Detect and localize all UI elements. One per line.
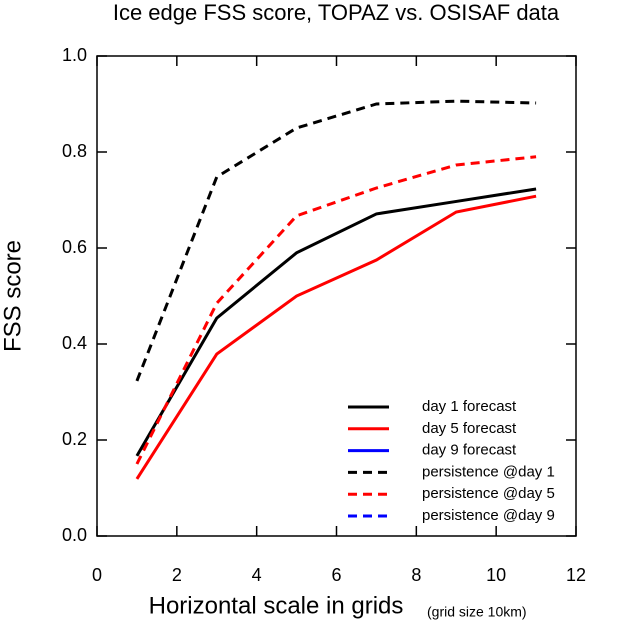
y-axis-label: FSS score <box>0 240 26 352</box>
chart-title: Ice edge FSS score, TOPAZ vs. OSISAF dat… <box>113 0 560 25</box>
x-tick-label: 0 <box>92 565 102 585</box>
legend-label: persistence @day 5 <box>422 485 555 502</box>
x-tick-label: 6 <box>331 565 341 585</box>
legend-label: day 5 forecast <box>422 420 517 437</box>
x-tick-label: 12 <box>566 565 586 585</box>
x-tick-label: 4 <box>252 565 262 585</box>
x-axis-label: Horizontal scale in grids <box>149 592 404 619</box>
y-tick-label: 0.0 <box>62 525 87 545</box>
y-tick-label: 0.2 <box>62 429 87 449</box>
series-line <box>135 155 537 465</box>
series-line <box>135 187 537 457</box>
legend-label: persistence @day 9 <box>422 507 555 524</box>
legend-label: day 9 forecast <box>422 442 517 459</box>
y-tick-label: 0.4 <box>62 333 87 353</box>
x-tick-label: 10 <box>486 565 506 585</box>
y-tick-label: 0.8 <box>62 141 87 161</box>
y-tick-label: 0.6 <box>62 237 87 257</box>
legend-label: persistence @day 1 <box>422 463 555 480</box>
y-tick-label: 1.0 <box>62 45 87 65</box>
legend-label: day 1 forecast <box>422 398 517 415</box>
x-axis-note: (grid size 10km) <box>427 604 527 620</box>
x-tick-label: 2 <box>172 565 182 585</box>
series-line <box>135 99 537 382</box>
x-tick-label: 8 <box>411 565 421 585</box>
series-line <box>135 194 537 480</box>
